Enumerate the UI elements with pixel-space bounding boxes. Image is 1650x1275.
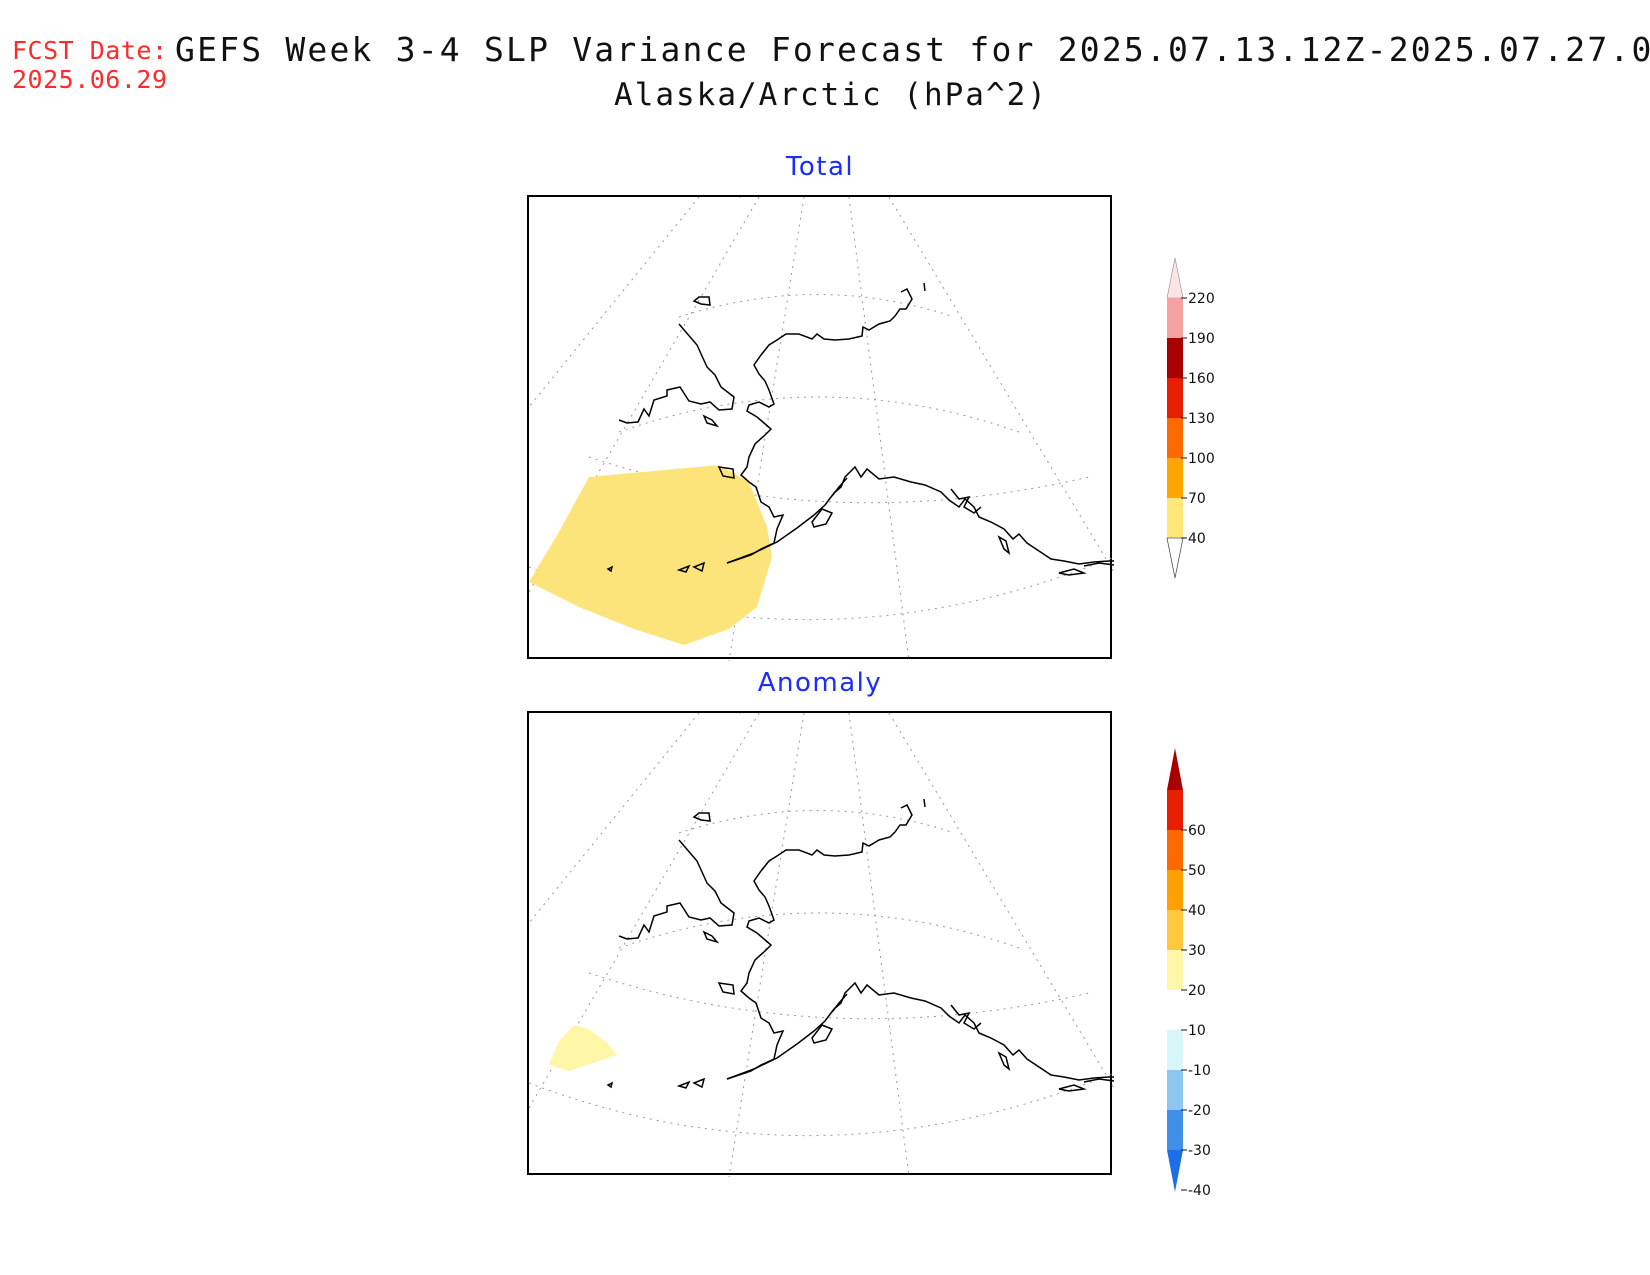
colorbar-bottom-arrow	[1166, 537, 1184, 579]
map-anomaly	[527, 711, 1114, 1177]
map-total	[527, 195, 1114, 661]
fcst-date: 2025.06.29	[12, 65, 168, 94]
colorbar-tick-label: 20	[1188, 983, 1206, 999]
colorbar-tick-label: 60	[1188, 823, 1206, 839]
forecast-date-label: FCST Date: 2025.06.29	[12, 36, 168, 94]
panel-title-anomaly: Anomaly	[757, 668, 883, 698]
colorbar-tick-label: 10	[1188, 1023, 1206, 1039]
fcst-label: FCST Date:	[12, 36, 168, 65]
colorbar-tick-label: 40	[1188, 903, 1206, 919]
colorbar-tick-label: -40	[1188, 1183, 1211, 1199]
panel-title-total: Total	[785, 152, 855, 182]
colorbar-segment	[1167, 790, 1183, 830]
colorbar-segment	[1167, 910, 1183, 950]
graticule	[529, 713, 1114, 1177]
colorbar-tick-label: -10	[1188, 1063, 1211, 1079]
map-anomaly-svg	[529, 713, 1114, 1177]
colorbar-segment	[1167, 298, 1183, 338]
colorbar-segment	[1167, 1070, 1183, 1110]
colorbar-bottom-arrow	[1167, 1150, 1183, 1192]
colorbar-tick-label: 40	[1188, 531, 1206, 547]
colorbar-segment	[1167, 338, 1183, 378]
map-total-svg	[529, 197, 1114, 661]
colorbar-tick-label: 220	[1188, 291, 1215, 307]
colorbar-segment	[1167, 830, 1183, 870]
colorbar-segment	[1167, 1030, 1183, 1070]
colorbar-tick-label: 130	[1188, 411, 1215, 427]
colorbar-segment	[1167, 950, 1183, 990]
graticule	[529, 197, 1114, 661]
colorbar-tick-label: 190	[1188, 331, 1215, 347]
colorbar-tick-label: 100	[1188, 451, 1215, 467]
colorbar-anomaly-svg: -40 -30 -20 -10 10 20 30 40 50 60	[1167, 748, 1211, 1199]
colorbar-tick-label: -30	[1188, 1143, 1211, 1159]
coastline	[606, 798, 1114, 1092]
colorbar-total: 40 70 100 130 160 190 220	[1150, 257, 1310, 597]
subtitle-text: Alaska/Arctic (hPa^2)	[614, 77, 1048, 113]
page-subtitle: Alaska/Arctic (hPa^2)	[0, 77, 1650, 113]
colorbar-segment	[1167, 418, 1183, 458]
variance-shading-anomaly	[549, 1025, 617, 1071]
colorbar-total-svg: 40 70 100 130 160 190 220	[1166, 257, 1215, 579]
colorbar-segment	[1167, 378, 1183, 418]
colorbar-segment	[1167, 498, 1183, 538]
colorbar-tick-label: 70	[1188, 491, 1206, 507]
colorbar-anomaly: -40 -30 -20 -10 10 20 30 40 50 60	[1150, 748, 1310, 1212]
colorbar-tick-label: 50	[1188, 863, 1206, 879]
colorbar-tick-label: -20	[1188, 1103, 1211, 1119]
colorbar-segment	[1167, 458, 1183, 498]
colorbar-segment	[1167, 870, 1183, 910]
colorbar-top-arrow	[1167, 748, 1183, 790]
colorbar-tick-label: 30	[1188, 943, 1206, 959]
page-title: GEFS Week 3-4 SLP Variance Forecast for …	[175, 30, 1650, 69]
coastline	[606, 282, 1114, 576]
colorbar-tick-label: 160	[1188, 371, 1215, 387]
variance-shading-total	[529, 465, 772, 645]
colorbar-segment	[1167, 1110, 1183, 1150]
colorbar-segment	[1167, 990, 1183, 1030]
colorbar-top-arrow	[1166, 257, 1184, 299]
